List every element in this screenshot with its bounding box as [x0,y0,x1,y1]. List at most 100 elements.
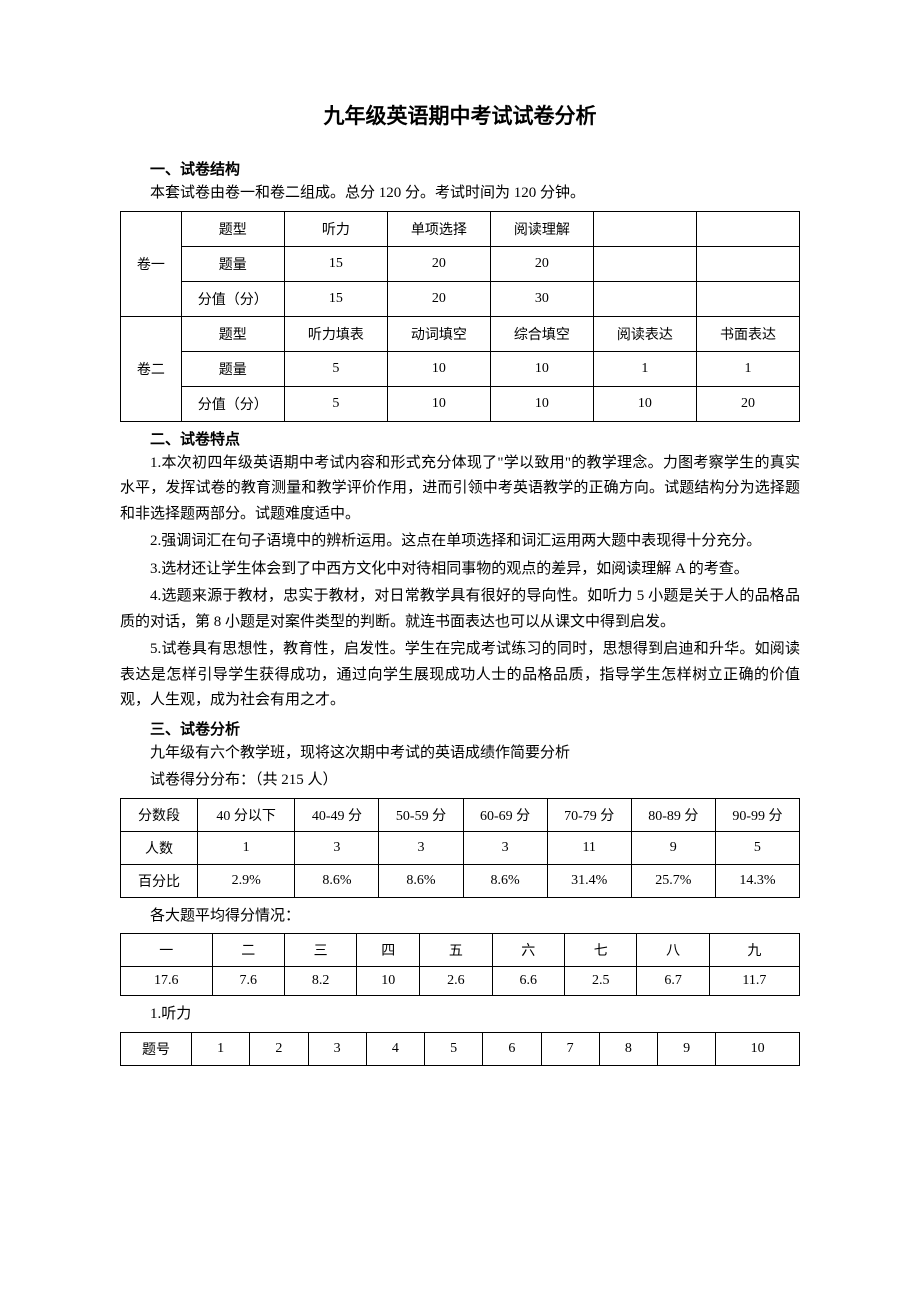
cell: 50-59 分 [379,798,463,831]
section-2-heading: 二、试卷特点 [120,428,800,449]
cell: 8.6% [379,864,463,897]
cell: 7.6 [212,967,284,996]
cell: 20 [696,386,799,421]
cell: 10 [357,967,420,996]
cell: 8.6% [295,864,379,897]
cell: 二 [212,934,284,967]
cell: 1 [198,831,295,864]
cell: 9 [658,1032,716,1065]
cell: 5 [284,386,387,421]
cell: 10 [490,351,593,386]
cell: 综合填空 [490,316,593,351]
section-2-p4: 4.选题来源于教材，忠实于教材，对日常教学具有很好的导向性。如听力 5 小题是关… [120,584,800,635]
section-3-intro: 九年级有六个教学班，现将这次期中考试的英语成绩作简要分析 [120,741,800,767]
cell: 10 [490,386,593,421]
cell: 30 [490,281,593,316]
table-row: 百分比 2.9% 8.6% 8.6% 8.6% 31.4% 25.7% 14.3… [121,864,800,897]
cell: 四 [357,934,420,967]
cell: 15 [284,246,387,281]
cell: 七 [565,934,637,967]
cell: 8.2 [284,967,356,996]
cell: 阅读理解 [490,211,593,246]
cell: 五 [420,934,492,967]
cell: 6.6 [492,967,564,996]
cell: 8 [599,1032,657,1065]
table-row: 人数 1 3 3 3 11 9 5 [121,831,800,864]
group-cell: 卷一 [121,211,182,316]
section-3-heading: 三、试卷分析 [120,718,800,739]
document-title: 九年级英语期中考试试卷分析 [120,100,800,130]
cell: 阅读表达 [593,316,696,351]
section-2-p5: 5.试卷具有思想性，教育性，启发性。学生在完成考试练习的同时，思想得到启迪和升华… [120,637,800,714]
cell: 2.6 [420,967,492,996]
cell: 六 [492,934,564,967]
section-2-p3: 3.选材还让学生体会到了中西方文化中对待相同事物的观点的差异，如阅读理解 A 的… [120,557,800,583]
table-row: 分值（分） 15 20 30 [121,281,800,316]
score-dist-label: 试卷得分分布：（共 215 人） [150,768,800,794]
cell: 14.3% [715,864,799,897]
cell: 20 [490,246,593,281]
cell: 20 [387,246,490,281]
cell [696,281,799,316]
cell: 3 [308,1032,366,1065]
cell: 1 [593,351,696,386]
table-row: 卷一 题型 听力 单项选择 阅读理解 [121,211,800,246]
document-page: 九年级英语期中考试试卷分析 一、试卷结构 本套试卷由卷一和卷二组成。总分 120… [0,0,920,1302]
cell: 百分比 [121,864,198,897]
cell: 8.6% [463,864,547,897]
table-row: 题量 15 20 20 [121,246,800,281]
cell: 2 [250,1032,308,1065]
cell [593,281,696,316]
cell: 70-79 分 [547,798,631,831]
exam-structure-table: 卷一 题型 听力 单项选择 阅读理解 题量 15 20 20 分值（分） 15 … [120,211,800,422]
cell: 3 [295,831,379,864]
avg-score-label: 各大题平均得分情况： [150,904,800,930]
cell: 九 [709,934,799,967]
cell: 2.5 [565,967,637,996]
cell: 5 [715,831,799,864]
section-2-p2: 2.强调词汇在句子语境中的辨析运用。这点在单项选择和词汇运用两大题中表现得十分充… [120,529,800,555]
cell: 4 [366,1032,424,1065]
cell: 分值（分） [181,386,284,421]
cell: 人数 [121,831,198,864]
cell: 题量 [181,351,284,386]
listening-label: 1.听力 [150,1002,800,1028]
cell: 三 [284,934,356,967]
table-row: 分数段 40 分以下 40-49 分 50-59 分 60-69 分 70-79… [121,798,800,831]
cell [593,246,696,281]
cell: 分数段 [121,798,198,831]
table-row: 题量 5 10 10 1 1 [121,351,800,386]
cell: 90-99 分 [715,798,799,831]
cell: 10 [387,351,490,386]
table-row: 卷二 题型 听力填表 动词填空 综合填空 阅读表达 书面表达 [121,316,800,351]
section-1-intro: 本套试卷由卷一和卷二组成。总分 120 分。考试时间为 120 分钟。 [120,181,800,207]
cell: 题号 [121,1032,192,1065]
table-row: 17.6 7.6 8.2 10 2.6 6.6 2.5 6.7 11.7 [121,967,800,996]
cell: 40-49 分 [295,798,379,831]
cell: 分值（分） [181,281,284,316]
listening-table: 题号 1 2 3 4 5 6 7 8 9 10 [120,1032,800,1066]
table-row: 题号 1 2 3 4 5 6 7 8 9 10 [121,1032,800,1065]
cell: 2.9% [198,864,295,897]
cell: 1 [192,1032,250,1065]
cell: 80-89 分 [631,798,715,831]
cell: 6.7 [637,967,709,996]
cell: 单项选择 [387,211,490,246]
cell [696,246,799,281]
cell: 1 [696,351,799,386]
cell: 八 [637,934,709,967]
cell: 听力 [284,211,387,246]
cell: 20 [387,281,490,316]
cell: 3 [379,831,463,864]
cell: 10 [387,386,490,421]
cell: 10 [593,386,696,421]
cell: 11.7 [709,967,799,996]
cell: 60-69 分 [463,798,547,831]
cell: 一 [121,934,213,967]
cell: 11 [547,831,631,864]
cell: 31.4% [547,864,631,897]
cell: 9 [631,831,715,864]
cell: 书面表达 [696,316,799,351]
cell: 17.6 [121,967,213,996]
cell: 题型 [181,316,284,351]
